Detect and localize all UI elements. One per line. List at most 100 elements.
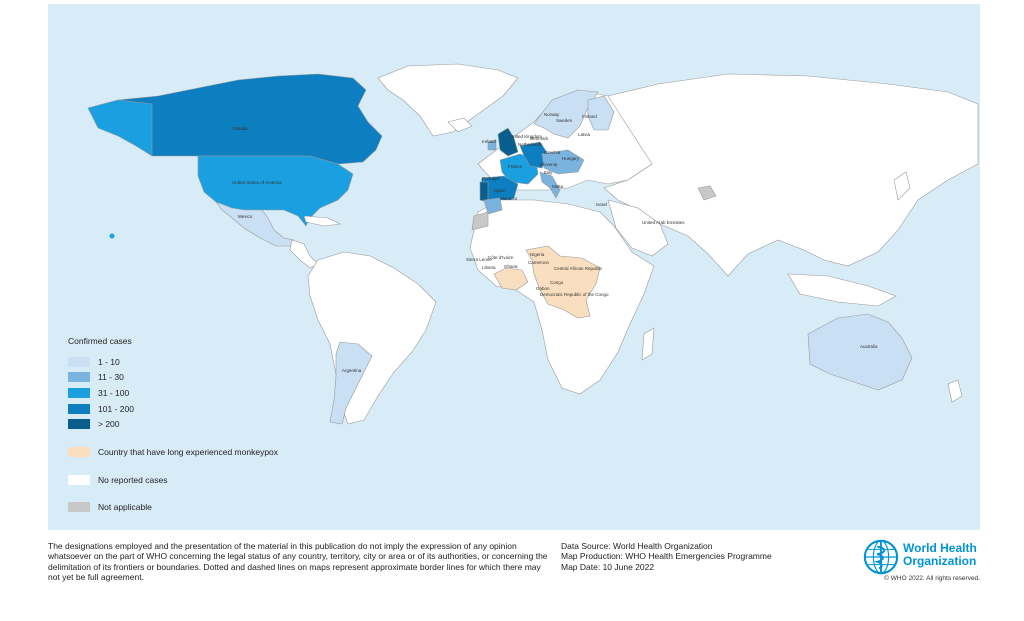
label-spain: Spain <box>494 188 506 193</box>
legend-swatch <box>68 387 90 398</box>
who-emblem-icon <box>863 539 899 575</box>
south-america <box>307 251 437 425</box>
map-production: Map Production: WHO Health Emergencies P… <box>561 551 772 562</box>
label-malta: Malta <box>552 184 564 189</box>
label-argentina: Argentina <box>342 368 362 373</box>
label-portugal: Portugal <box>482 176 499 181</box>
label-france: France <box>508 164 523 169</box>
label-uae: United Arab Emirates <box>642 220 685 225</box>
map-svg <box>87 63 979 425</box>
label-latvia: Latvia <box>578 132 591 137</box>
arabia <box>607 199 669 257</box>
who-name-line1: World Health <box>903 541 977 555</box>
label-hungary: Hungary <box>562 156 580 161</box>
morocco-shape <box>483 197 503 215</box>
legend-item-endemic: Country that have long experienced monke… <box>68 446 278 457</box>
legend-label: Not applicable <box>98 501 152 512</box>
label-mexico: Mexico <box>238 214 253 219</box>
who-name: World Health Organization <box>903 542 977 567</box>
label-australia: Australia <box>860 344 878 349</box>
japan <box>893 171 911 201</box>
legend-swatch <box>68 418 90 429</box>
label-norway: Norway <box>544 112 560 117</box>
ireland-shape <box>487 139 497 151</box>
world-map: Canada United States of America Mexico A… <box>48 4 980 530</box>
label-ireland: Ireland <box>482 139 496 144</box>
legend-item-over-200: > 200 <box>68 418 120 429</box>
madagascar <box>641 327 655 361</box>
label-canada: Canada <box>232 126 248 131</box>
germany-shape <box>519 141 549 169</box>
label-israel: Israel <box>596 202 608 207</box>
argentina-shape <box>329 341 373 425</box>
legend-swatch <box>68 501 90 512</box>
legend-label: 101 - 200 <box>98 403 134 414</box>
label-congo: Congo <box>550 280 564 285</box>
legend-title: Confirmed cases <box>68 336 132 346</box>
mexico-shape <box>215 201 295 247</box>
legend-item-not-applicable: Not applicable <box>68 501 152 512</box>
endemic-west-africa <box>493 267 529 291</box>
label-netherlands: Netherlands <box>518 142 543 147</box>
legend-label: > 200 <box>98 418 120 429</box>
endemic-central-africa <box>525 245 601 319</box>
iceland <box>447 117 473 133</box>
label-cameroon: Cameroon <box>528 260 550 265</box>
legend-label: 1 - 10 <box>98 356 120 367</box>
australia-shape <box>807 313 913 391</box>
label-drc: Democratic Republic of the Congo <box>540 292 609 297</box>
label-czechia: Czechia <box>544 150 561 155</box>
map-date: Map Date: 10 June 2022 <box>561 561 655 572</box>
greenland <box>377 63 519 137</box>
map-source-info: Data Source: World Health Organization M… <box>561 541 772 572</box>
who-name-line2: Organization <box>903 553 977 568</box>
legend-item-no-cases: No reported cases <box>68 474 167 485</box>
central-america <box>289 239 319 269</box>
legend-swatch <box>68 403 90 414</box>
label-slovenia: Slovenia <box>540 162 558 167</box>
legend-item-101-200: 101 - 200 <box>68 403 134 414</box>
label-finland: Finland <box>582 114 597 119</box>
hawaii <box>109 233 115 239</box>
label-usa: United States of America <box>232 180 282 185</box>
label-car: Central African Republic <box>554 266 603 271</box>
scandinavia-shape <box>533 89 599 139</box>
label-italy: Italy <box>544 170 553 175</box>
asia-base <box>603 73 979 277</box>
label-denmark: Denmark <box>530 136 549 141</box>
data-source: Data Source: World Health Organization <box>561 541 713 551</box>
copyright-text: © WHO 2022. All rights reserved. <box>884 575 980 582</box>
cuba <box>303 215 342 227</box>
uk-shape <box>497 127 519 157</box>
label-uk: United Kingdom <box>510 134 543 139</box>
disclaimer-text: The designations employed and the presen… <box>48 541 548 583</box>
who-logo: World Health Organization <box>862 538 980 584</box>
legend-swatch <box>68 356 90 367</box>
label-sierra-leone: Sierra Leone <box>466 257 492 262</box>
portugal-shape <box>479 181 489 203</box>
legend-label: 11 - 30 <box>98 371 124 382</box>
western-sahara <box>471 211 489 231</box>
italy-shape <box>539 171 561 199</box>
legend-item-1-10: 1 - 10 <box>68 356 120 367</box>
not-applicable-kashmir <box>697 185 717 201</box>
label-gabon: Gabon <box>536 286 550 291</box>
legend-label: Country that have long experienced monke… <box>98 446 279 457</box>
label-sweden: Sweden <box>556 118 573 123</box>
legend-swatch <box>68 474 90 485</box>
legend-swatch <box>68 446 90 457</box>
sea-islands <box>787 273 897 307</box>
legend-label: No reported cases <box>98 474 168 485</box>
label-nigeria: Nigeria <box>530 252 545 257</box>
label-morocco: Morocco <box>500 196 518 201</box>
legend-swatch <box>68 371 90 382</box>
central-europe-shape <box>541 149 585 175</box>
alaska-shape <box>87 99 153 157</box>
legend-label: 31 - 100 <box>98 387 130 398</box>
new-zealand <box>947 379 963 403</box>
legend-item-31-100: 31 - 100 <box>68 387 129 398</box>
label-ghana: Ghana <box>504 264 518 269</box>
legend-item-11-30: 11 - 30 <box>68 371 124 382</box>
usa-shape <box>197 155 354 227</box>
finland-shape <box>587 95 615 131</box>
